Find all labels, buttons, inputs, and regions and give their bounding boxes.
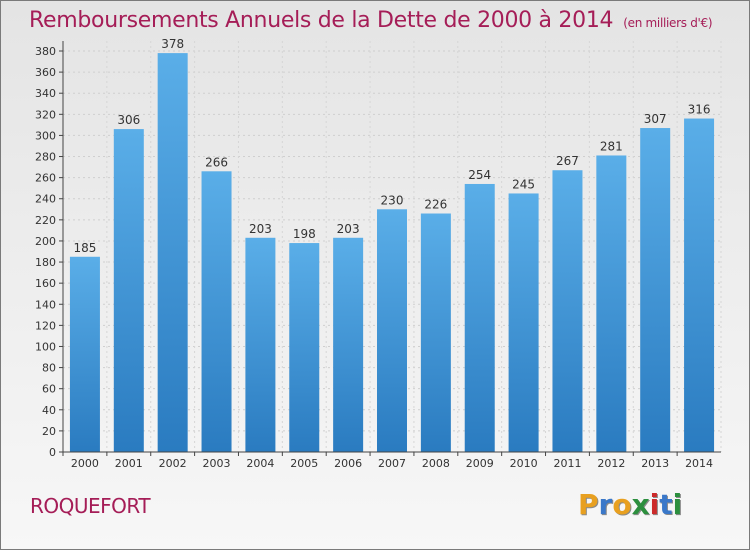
bar-2007 — [377, 209, 407, 452]
logo-letter: t — [659, 488, 673, 521]
axes: 0 20 40 60 80 100 120 140 160 180 200 220 240 260 280 3… — [35, 41, 721, 470]
data-label: 198 — [293, 227, 316, 241]
data-label: 306 — [117, 113, 140, 127]
bar-2003 — [201, 171, 232, 453]
y-tick-label: 280 — [35, 151, 56, 164]
bar-2001 — [113, 129, 144, 452]
bar-2014 — [684, 118, 715, 453]
data-label: 316 — [688, 103, 711, 117]
bar-2008 — [420, 213, 451, 452]
y-tick-label: 260 — [35, 172, 56, 185]
chart-unit: (en milliers d'€) — [623, 16, 713, 30]
x-tick-label: 2008 — [422, 457, 450, 470]
logo-letter: i — [649, 488, 660, 521]
bar-2012 — [596, 155, 627, 452]
x-tick-label: 2012 — [597, 457, 625, 470]
logo-letter: o — [612, 488, 632, 521]
data-label: 230 — [381, 193, 404, 207]
data-label: 267 — [556, 154, 579, 168]
bar-2006 — [333, 237, 364, 452]
data-label: 203 — [249, 222, 272, 236]
data-label: 245 — [512, 177, 535, 191]
bars: 185 306 378 266 203 198 203 230 226 254 245 267 281 3… — [69, 37, 715, 453]
data-label: 254 — [468, 168, 491, 182]
bar-2000 — [69, 256, 100, 452]
proxiti-logo: Proxiti — [578, 488, 682, 521]
data-label: 281 — [600, 139, 623, 153]
y-tick-label: 380 — [35, 45, 56, 58]
y-tick-label: 20 — [42, 425, 56, 438]
x-tick-label: 2014 — [685, 457, 713, 470]
x-tick-label: 2010 — [510, 457, 538, 470]
y-tick-label: 320 — [35, 108, 56, 121]
chart-title: Remboursements Annuels de la Dette de 20… — [29, 8, 713, 33]
y-tick-label: 0 — [49, 446, 56, 459]
x-tick-label: 2005 — [290, 457, 318, 470]
bar-2009 — [464, 183, 495, 452]
y-tick-label: 80 — [42, 362, 56, 375]
data-label: 378 — [161, 37, 184, 51]
y-tick-label: 140 — [35, 298, 56, 311]
bar-2002 — [157, 53, 188, 452]
data-label: 185 — [73, 241, 96, 255]
bar-2011 — [552, 170, 583, 452]
y-tick-label: 60 — [42, 383, 56, 396]
bar-2004 — [245, 237, 276, 452]
chart-title-text: Remboursements Annuels de la Dette de 20… — [29, 8, 614, 33]
bar-2010 — [508, 193, 539, 453]
y-tick-label: 340 — [35, 87, 56, 100]
x-tick-label: 2000 — [71, 457, 99, 470]
x-tick-label: 2009 — [466, 457, 494, 470]
logo-letter: r — [598, 488, 613, 521]
y-tick-label: 160 — [35, 277, 56, 290]
x-tick-label: 2011 — [553, 457, 581, 470]
logo-letter: P — [578, 488, 599, 521]
data-label: 203 — [337, 222, 360, 236]
y-tick-label: 120 — [35, 319, 56, 332]
y-tick-label: 240 — [35, 193, 56, 206]
grid-lines — [62, 41, 722, 453]
data-label: 266 — [205, 155, 228, 169]
y-tick-label: 200 — [35, 235, 56, 248]
x-tick-label: 2006 — [334, 457, 362, 470]
x-tick-label: 2013 — [641, 457, 669, 470]
data-label: 307 — [644, 112, 667, 126]
x-tick-label: 2001 — [115, 457, 143, 470]
x-tick-label: 2007 — [378, 457, 406, 470]
logo-letter: i — [672, 488, 683, 521]
y-tick-label: 220 — [35, 214, 56, 227]
y-tick-label: 40 — [42, 404, 56, 417]
y-tick-label: 180 — [35, 256, 56, 269]
x-tick-label: 2003 — [203, 457, 231, 470]
x-tick-label: 2002 — [159, 457, 187, 470]
y-tick-label: 100 — [35, 340, 56, 353]
y-tick-label: 300 — [35, 129, 56, 142]
logo-letter: x — [631, 488, 650, 521]
x-tick-label: 2004 — [246, 457, 274, 470]
y-tick-label: 360 — [35, 66, 56, 79]
bar-2005 — [289, 243, 320, 452]
data-label: 226 — [424, 198, 447, 212]
place-name: ROQUEFORT — [30, 494, 151, 518]
bar-2013 — [640, 128, 671, 452]
